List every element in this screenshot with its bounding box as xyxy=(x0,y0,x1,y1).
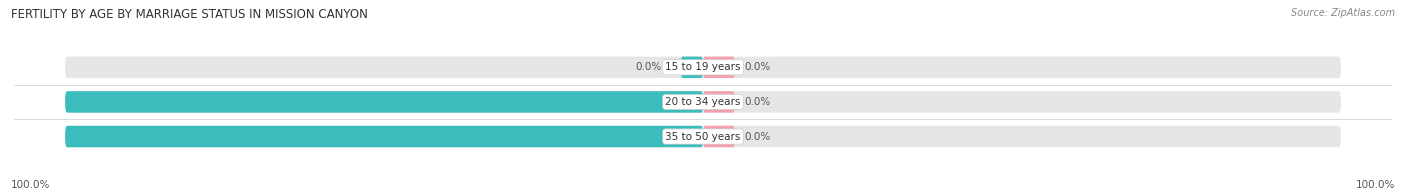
FancyBboxPatch shape xyxy=(65,91,703,113)
FancyBboxPatch shape xyxy=(65,91,1341,113)
FancyBboxPatch shape xyxy=(65,126,703,147)
FancyBboxPatch shape xyxy=(703,91,735,113)
Text: 35 to 50 years: 35 to 50 years xyxy=(665,132,741,142)
Text: 0.0%: 0.0% xyxy=(744,62,770,72)
Text: 0.0%: 0.0% xyxy=(744,132,770,142)
FancyBboxPatch shape xyxy=(703,57,735,78)
Text: Source: ZipAtlas.com: Source: ZipAtlas.com xyxy=(1291,8,1395,18)
Text: 20 to 34 years: 20 to 34 years xyxy=(665,97,741,107)
Text: 0.0%: 0.0% xyxy=(636,62,662,72)
Text: 100.0%: 100.0% xyxy=(13,132,55,142)
Text: 100.0%: 100.0% xyxy=(13,97,55,107)
Text: FERTILITY BY AGE BY MARRIAGE STATUS IN MISSION CANYON: FERTILITY BY AGE BY MARRIAGE STATUS IN M… xyxy=(11,8,368,21)
FancyBboxPatch shape xyxy=(703,126,735,147)
Text: 100.0%: 100.0% xyxy=(11,180,51,190)
Text: 15 to 19 years: 15 to 19 years xyxy=(665,62,741,72)
FancyBboxPatch shape xyxy=(65,126,1341,147)
Text: 0.0%: 0.0% xyxy=(744,97,770,107)
FancyBboxPatch shape xyxy=(65,57,1341,78)
FancyBboxPatch shape xyxy=(681,57,703,78)
Text: 100.0%: 100.0% xyxy=(1355,180,1395,190)
